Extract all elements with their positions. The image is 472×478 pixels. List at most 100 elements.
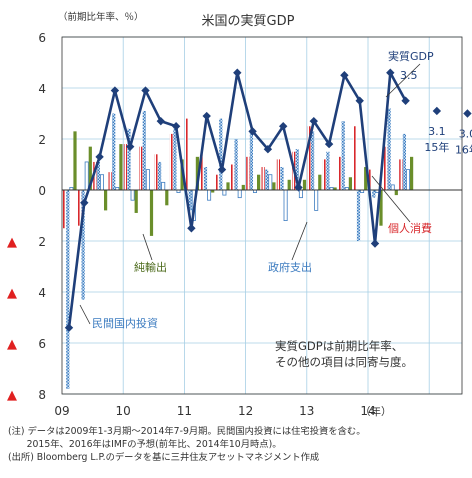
consumption-bar	[322, 159, 326, 190]
net-exports-bar	[134, 190, 138, 213]
government-bar	[161, 181, 166, 191]
net-exports-bar	[226, 182, 230, 190]
footnote-1: (注) データは2009年1-3月期～2014年7-9月期。民間国内投資には住宅…	[8, 426, 366, 437]
gdp-point	[202, 111, 211, 121]
y-tick-label: 2	[38, 133, 46, 147]
axis-layer: 6 4 2 0 ▲ 2 ▲ 4 ▲ 6 ▲ 8 09 10 11 12 13 14	[7, 31, 463, 418]
investment-bar	[402, 133, 406, 190]
government-bar	[298, 189, 303, 199]
gdp-point	[248, 127, 257, 136]
net-exports-bar	[410, 156, 414, 190]
x-tick-label: 12	[238, 404, 253, 418]
net-exports-bar	[364, 167, 368, 190]
forecast-value-label: 3.1	[428, 125, 446, 138]
forecast-year-label: 16年	[455, 143, 472, 157]
y-tick-negative-marker: ▲	[7, 286, 17, 301]
investment-bar	[127, 128, 131, 190]
investment-bar	[341, 121, 345, 190]
government-bar	[405, 169, 410, 191]
net-exports-bar	[348, 177, 352, 190]
investment-bar	[311, 131, 315, 190]
gdp-point	[95, 152, 104, 162]
government-bar	[237, 189, 242, 199]
y-axis-unit: （前期比年率、％）	[58, 11, 144, 23]
gdp-point	[156, 116, 165, 126]
government-bar	[314, 189, 319, 211]
consumption-bar	[185, 118, 189, 190]
net-exports-bar	[195, 156, 199, 190]
investment-bar	[81, 190, 85, 300]
consumption-bar	[77, 190, 82, 226]
consumption-bar	[154, 154, 158, 190]
gdp-point	[126, 142, 135, 151]
gdp-point	[110, 86, 120, 95]
consumption-bar	[108, 172, 112, 190]
consumption-bar	[307, 126, 311, 190]
consumption-label-leader	[371, 175, 411, 223]
consumption-bar	[93, 161, 97, 190]
gdp-point	[80, 198, 89, 207]
net-exports-bar	[73, 131, 77, 190]
government-bar	[222, 189, 227, 196]
consumption-bar	[261, 167, 265, 190]
government-bar	[145, 169, 150, 191]
gdp-point	[187, 224, 196, 233]
x-tick-label: 10	[116, 404, 131, 418]
gdp-point	[309, 116, 318, 126]
net-exports-bar	[104, 190, 108, 211]
x-axis-unit: （年）	[360, 405, 392, 418]
gdp-point	[294, 183, 303, 192]
gdp-point	[279, 122, 288, 131]
net-exports-bar	[272, 182, 276, 190]
x-tick-label: 14	[360, 404, 375, 418]
y-tick-negative-marker: ▲	[7, 388, 17, 403]
y-tick-negative-marker: ▲	[7, 235, 17, 250]
investment-bar	[249, 131, 253, 190]
x-tick-label: 13	[299, 404, 314, 418]
gdp-point	[217, 165, 227, 174]
forecast-year-label: 15年	[424, 140, 449, 154]
chart-note-line2: その他の項目は同寄与度。	[275, 355, 413, 369]
net-exports-bar	[165, 190, 169, 206]
government-bar	[84, 161, 89, 191]
consumption-series-label: 個人消費	[388, 221, 432, 235]
gdp-chart: 6 4 2 0 ▲ 2 ▲ 4 ▲ 6 ▲ 8 09 10 11 12 13 14 3.1 15年 3.0 16年 米国…	[7, 11, 472, 418]
forecast-value-label: 3.0	[459, 128, 472, 141]
investment-bar	[142, 110, 146, 190]
investment-bar	[112, 113, 116, 190]
footnote-3: (出所) Bloomberg L.P.のデータを基に三井住友アセットマネジメント…	[8, 452, 320, 463]
forecast-point	[463, 109, 472, 118]
chart-title: 米国の実質GDP	[202, 13, 295, 29]
gdp-point	[401, 96, 410, 105]
investment-bar	[372, 190, 376, 198]
y-tick-label: 4	[38, 82, 46, 96]
net-exports-bar	[287, 179, 291, 190]
investment-bar	[158, 161, 162, 190]
net-exports-bar	[241, 184, 245, 190]
net-exports-bar	[149, 190, 154, 236]
gdp-point	[340, 71, 349, 80]
investment-bar	[265, 169, 269, 190]
consumption-bar	[200, 154, 204, 190]
y-tick-label: 6	[38, 337, 46, 351]
gdp-line	[67, 71, 407, 328]
gdp-line-layer: 3.1 15年 3.0 16年	[64, 68, 472, 332]
investment-bar	[280, 167, 284, 190]
net-exports-bar	[257, 174, 261, 190]
gdp-point	[324, 139, 334, 149]
gdp-point	[370, 239, 380, 248]
label-leaders	[79, 63, 421, 325]
gdp-point	[355, 96, 364, 105]
consumption-bar	[139, 146, 143, 190]
gdp-point	[64, 323, 74, 332]
investment-bar	[387, 108, 391, 190]
gdp-point	[263, 145, 273, 154]
x-tick-label: 11	[177, 404, 192, 418]
net-exports-bar	[333, 187, 337, 190]
investment-label-leader	[79, 304, 91, 325]
gdp-label-leader	[385, 63, 421, 98]
y-tick-label: 2	[38, 235, 46, 249]
investment-bar	[295, 149, 299, 190]
y-tick-negative-marker: ▲	[7, 337, 17, 352]
investment-bar	[356, 190, 361, 241]
